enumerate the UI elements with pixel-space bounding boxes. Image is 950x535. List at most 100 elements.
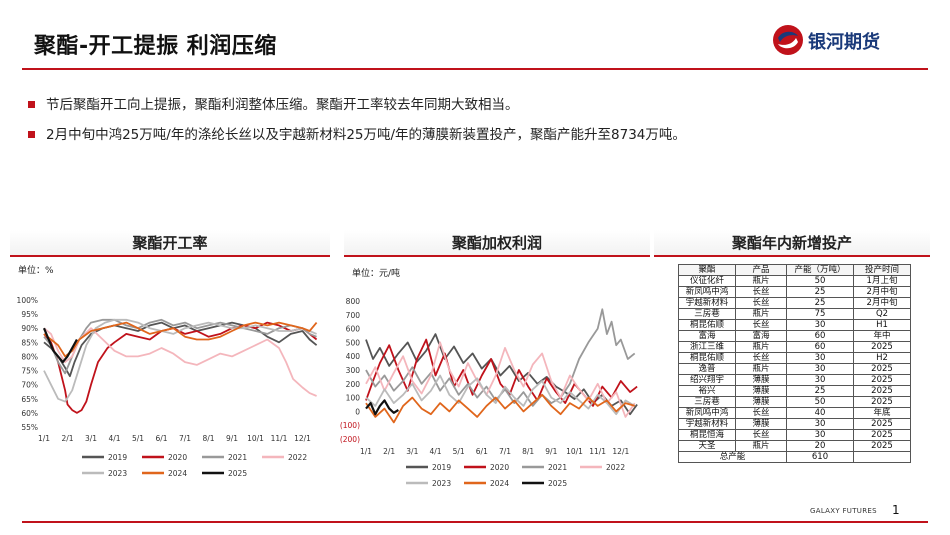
panel-title-operating-rate: 聚酯开工率	[10, 230, 330, 257]
panel-title-text: 聚酯加权利润	[451, 234, 542, 252]
table-cell: 2025	[853, 385, 911, 397]
x-tick-label: 9/1	[545, 447, 557, 456]
table-cell: 富海	[735, 330, 787, 342]
y-tick-label: 500	[346, 338, 361, 347]
y-tick-label: 0	[355, 407, 360, 416]
series-line-2023	[43, 318, 317, 403]
table-cell: 2月中旬	[853, 286, 911, 298]
galaxy-logo-icon	[773, 25, 803, 55]
x-tick-label: 11/1	[271, 434, 288, 443]
legend-label: 2025	[228, 469, 247, 478]
y-tick-label: 700	[346, 311, 361, 320]
table-cell: 富海	[678, 330, 736, 342]
legend-label: 2024	[168, 469, 187, 478]
table-cell: 长丝	[735, 407, 787, 419]
x-tick-label: 4/1	[429, 447, 441, 456]
table-cell: 50	[786, 275, 854, 287]
series-line-2019	[43, 321, 318, 378]
x-tick-label: 8/1	[522, 447, 534, 456]
table-cell: 薄膜	[735, 418, 787, 430]
x-tick-label: 11/1	[589, 447, 606, 456]
x-tick-label: 10/1	[247, 434, 264, 443]
legend-label: 2022	[288, 453, 307, 462]
table-cell: 60	[786, 341, 854, 353]
table-cell: 长丝	[735, 352, 787, 364]
x-tick-label: 1/1	[38, 434, 50, 443]
footer-brand: GALAXY FUTURES	[810, 507, 877, 515]
legend-label: 2024	[490, 479, 509, 488]
table-cell: 薄膜	[735, 374, 787, 386]
column-header: 投产时间	[853, 264, 911, 276]
column-header: 聚酯	[678, 264, 736, 276]
x-tick-label: 7/1	[179, 434, 191, 443]
table-cell: 2025	[853, 429, 911, 441]
series-line-2025	[365, 399, 399, 416]
table-cell: 50	[786, 396, 854, 408]
table-cell: 40	[786, 407, 854, 419]
series-line-2024	[43, 321, 318, 358]
y-tick-label: (200)	[340, 435, 360, 444]
brand-name: 银河期货	[808, 32, 880, 53]
table-cell: 60	[786, 330, 854, 342]
table-cell: 长丝	[735, 319, 787, 331]
table-cell: 宇越新材料	[678, 418, 736, 430]
table-cell: 瓶片	[735, 440, 787, 452]
table-cell: 长丝	[735, 297, 787, 309]
table-cell: 桐昆佑顺	[678, 352, 736, 364]
legend-label: 2019	[108, 453, 127, 462]
legend-label: 2023	[108, 469, 127, 478]
x-tick-label: 2/1	[61, 434, 73, 443]
y-tick-label: 300	[346, 366, 361, 375]
series-line-2025	[42, 327, 78, 364]
x-tick-label: 12/1	[294, 434, 311, 443]
table-cell: 长丝	[735, 429, 787, 441]
total-blank	[853, 451, 911, 463]
table-cell: 2025	[853, 363, 911, 375]
table-cell: 瓶片	[735, 341, 787, 353]
x-tick-label: 4/1	[108, 434, 120, 443]
table-row: 富海 富海 60 年中	[678, 330, 911, 342]
y-tick-label: 80%	[21, 352, 38, 361]
table-cell: 瓶片	[735, 275, 787, 287]
table-cell: 新凤鸣中鸿	[678, 286, 736, 298]
table-cell: 2025	[853, 341, 911, 353]
y-tick-label: 60%	[21, 409, 38, 418]
table-cell: 新凤鸣中鸿	[678, 407, 736, 419]
table-cell: 逸普	[678, 363, 736, 375]
table-cell: 20	[786, 440, 854, 452]
table-header-row: 聚酯 产品 产能（万吨） 投产时间	[678, 264, 911, 276]
table-cell: 2025	[853, 374, 911, 386]
table-cell: 薄膜	[735, 385, 787, 397]
table-cell: 30	[786, 352, 854, 364]
table-cell: 30	[786, 418, 854, 430]
unit-label-mid: 单位：元/吨	[352, 269, 401, 279]
legend-label: 2019	[432, 463, 451, 472]
unit-label-left: 单位：%	[18, 266, 54, 276]
table-cell: 瓶片	[735, 363, 787, 375]
total-label: 总产能	[678, 451, 787, 463]
x-tick-label: 8/1	[202, 434, 214, 443]
table-cell: H1	[853, 319, 911, 331]
y-tick-label: 100%	[17, 296, 38, 305]
table-row: 逸普 瓶片 30 2025	[678, 363, 911, 375]
table-cell: 30	[786, 374, 854, 386]
table-cell: 年底	[853, 407, 911, 419]
x-tick-label: 2/1	[383, 447, 395, 456]
table-cell: 30	[786, 319, 854, 331]
table-cell: 2025	[853, 396, 911, 408]
x-tick-label: 9/1	[226, 434, 238, 443]
column-header: 产能（万吨）	[786, 264, 854, 276]
table-cell: 25	[786, 286, 854, 298]
footer-divider	[22, 521, 928, 523]
header-divider	[22, 68, 928, 70]
table-row: 三房巷 薄膜 50 2025	[678, 396, 911, 408]
table-cell: 宇越新材料	[678, 297, 736, 309]
page-number: 1	[892, 503, 900, 517]
x-tick-label: 5/1	[453, 447, 465, 456]
y-tick-label: 600	[346, 325, 361, 334]
table-row: 三房巷 瓶片 75 Q2	[678, 308, 911, 320]
table-row: 新凤鸣中鸿 长丝 25 2月中旬	[678, 286, 911, 298]
total-value: 610	[786, 451, 854, 463]
legend-label: 2025	[548, 479, 567, 488]
table-cell: 30	[786, 429, 854, 441]
